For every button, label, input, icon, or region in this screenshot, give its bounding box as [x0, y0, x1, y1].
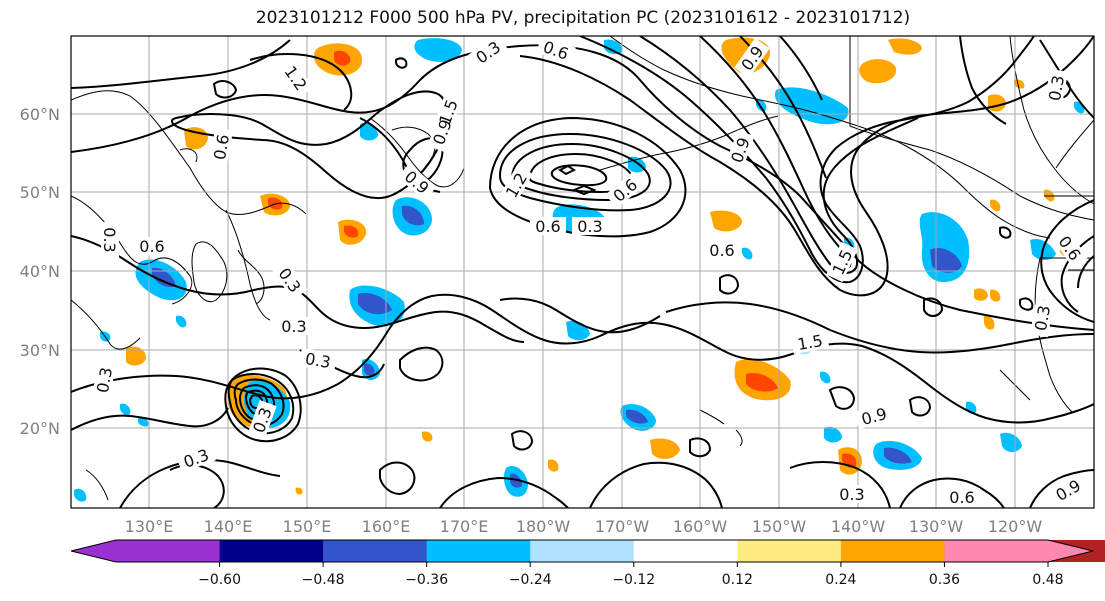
longitude-label: 130°W — [909, 517, 964, 536]
colorbar-ticks — [219, 562, 1049, 567]
contour-label-box — [826, 241, 858, 283]
colorbar-tick-labels: −0.60 −0.48 −0.36 −0.24 −0.12 0.12 0.24 0.36 0.4… — [198, 572, 1063, 588]
colorbar-segment — [633, 540, 738, 562]
contour-label: 0.6 — [949, 488, 974, 507]
colorbar-tick-label: 0.24 — [825, 572, 856, 588]
contour-label-box — [1044, 68, 1068, 108]
contour-label: 0.3 — [839, 485, 864, 504]
contour-label-box — [1047, 473, 1089, 507]
colorbar-segment — [944, 540, 1093, 562]
longitude-label: 170°E — [440, 517, 489, 536]
contour-label: 0.6 — [139, 237, 164, 256]
longitude-label: 120°W — [988, 517, 1043, 536]
contour-label-box — [276, 317, 312, 335]
latitude-label: 30°N — [20, 341, 60, 360]
contour-label: 0.6 — [709, 241, 734, 260]
contour-label-box — [427, 112, 457, 152]
contour-label-box — [101, 222, 119, 258]
colorbar-tick-label: 0.48 — [1032, 572, 1063, 588]
longitude-label: 170°W — [595, 517, 650, 536]
longitude-label: 150°E — [283, 517, 332, 536]
contour-label-box — [704, 241, 740, 259]
colorbar-segment — [323, 540, 428, 562]
contour-label: 0.3 — [1045, 74, 1068, 102]
latitude-label: 40°N — [20, 262, 60, 281]
colorbar-tick-label: −0.48 — [302, 572, 345, 588]
contour-label-box — [734, 38, 770, 78]
longitude-label: 160°E — [362, 517, 411, 536]
colorbar-outline — [70, 539, 1094, 563]
contour-label-box — [92, 360, 116, 400]
colorbar-tick-label: −0.60 — [198, 572, 241, 588]
contour-label: 0.3 — [1031, 304, 1054, 332]
contour-label-box — [209, 127, 233, 167]
contour-label-box — [854, 402, 894, 430]
contour-label: 0.3 — [304, 349, 332, 372]
contour-label-box — [247, 400, 277, 440]
colorbar-tick-label: −0.24 — [509, 572, 552, 588]
colorbar-segment — [71, 540, 220, 562]
contour-label: 0.3 — [577, 217, 602, 236]
latitude-label: 50°N — [20, 183, 60, 202]
longitude-labels: 130°E 140°E 150°E 160°E 170°E 180°W 170°… — [125, 517, 1043, 536]
longitude-label: 140°W — [831, 517, 886, 536]
latitude-labels: 60°N 50°N 40°N 30°N 20°N — [20, 105, 60, 438]
contour-label-box — [468, 36, 508, 70]
colorbar-segment — [219, 540, 324, 562]
longitude-label: 180°W — [516, 517, 571, 536]
longitude-label: 160°W — [673, 517, 728, 536]
latitude-label: 20°N — [20, 419, 60, 438]
colorbar: −0.60 −0.48 −0.36 −0.24 −0.12 0.12 0.24 0.36 0.4… — [70, 539, 1105, 588]
contour-label: 0.6 — [535, 217, 560, 236]
colorbar-segment — [426, 540, 531, 562]
colorbar-segment — [737, 540, 842, 562]
colorbar-tick-label: 0.36 — [929, 572, 960, 588]
longitude-label: 140°E — [204, 517, 253, 536]
contour-label-box — [1030, 298, 1054, 338]
colorbar-segments — [71, 540, 1105, 562]
contour-label-box — [134, 237, 170, 255]
contour-label-box — [272, 260, 308, 300]
contour-label-boxes — [92, 36, 1089, 507]
gridlines — [71, 36, 1094, 508]
contour-label-box — [1052, 228, 1088, 268]
contour-label-box — [834, 485, 870, 503]
contour-label-box — [499, 164, 533, 206]
map-frame — [70, 35, 1095, 509]
contour-label-box — [944, 488, 980, 506]
colorbar-segment — [530, 540, 635, 562]
colorbar-segment — [840, 540, 945, 562]
contour-label-box — [572, 217, 608, 235]
latitude-label: 60°N — [20, 105, 60, 124]
contour-label: 0.6 — [210, 133, 233, 161]
contour-label-box — [605, 171, 645, 209]
longitude-label: 130°E — [125, 517, 174, 536]
contour-label: 0.3 — [281, 317, 306, 336]
contour-label-box — [397, 163, 437, 201]
contour-label-box — [530, 217, 566, 235]
contour-label: 0.3 — [93, 366, 116, 394]
contour-label-box — [536, 36, 576, 65]
contour-label: 1.5 — [796, 331, 824, 354]
colorbar-tick-label: −0.36 — [405, 572, 448, 588]
contour-label-box — [298, 348, 338, 372]
map-title: 2023101212 F000 500 hPa PV, precipitatio… — [255, 8, 911, 28]
contour-label-box — [278, 58, 314, 98]
contour-label-box — [725, 130, 755, 170]
contour-label-box — [176, 443, 216, 473]
contour-label-box — [790, 330, 830, 354]
colorbar-tick-label: 0.12 — [722, 572, 753, 588]
longitude-label: 150°W — [752, 517, 807, 536]
contour-label: 0.3 — [100, 227, 119, 252]
colorbar-tick-label: −0.12 — [612, 572, 655, 588]
